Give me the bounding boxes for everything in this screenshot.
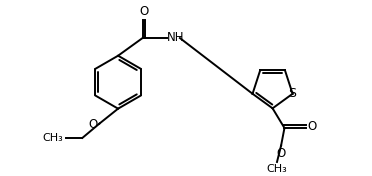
Text: S: S xyxy=(289,87,296,100)
Text: O: O xyxy=(140,5,149,18)
Text: O: O xyxy=(308,120,317,133)
Text: CH₃: CH₃ xyxy=(267,164,287,174)
Text: CH₃: CH₃ xyxy=(43,133,64,143)
Text: O: O xyxy=(276,147,285,160)
Text: NH: NH xyxy=(167,31,185,44)
Text: O: O xyxy=(89,118,98,131)
